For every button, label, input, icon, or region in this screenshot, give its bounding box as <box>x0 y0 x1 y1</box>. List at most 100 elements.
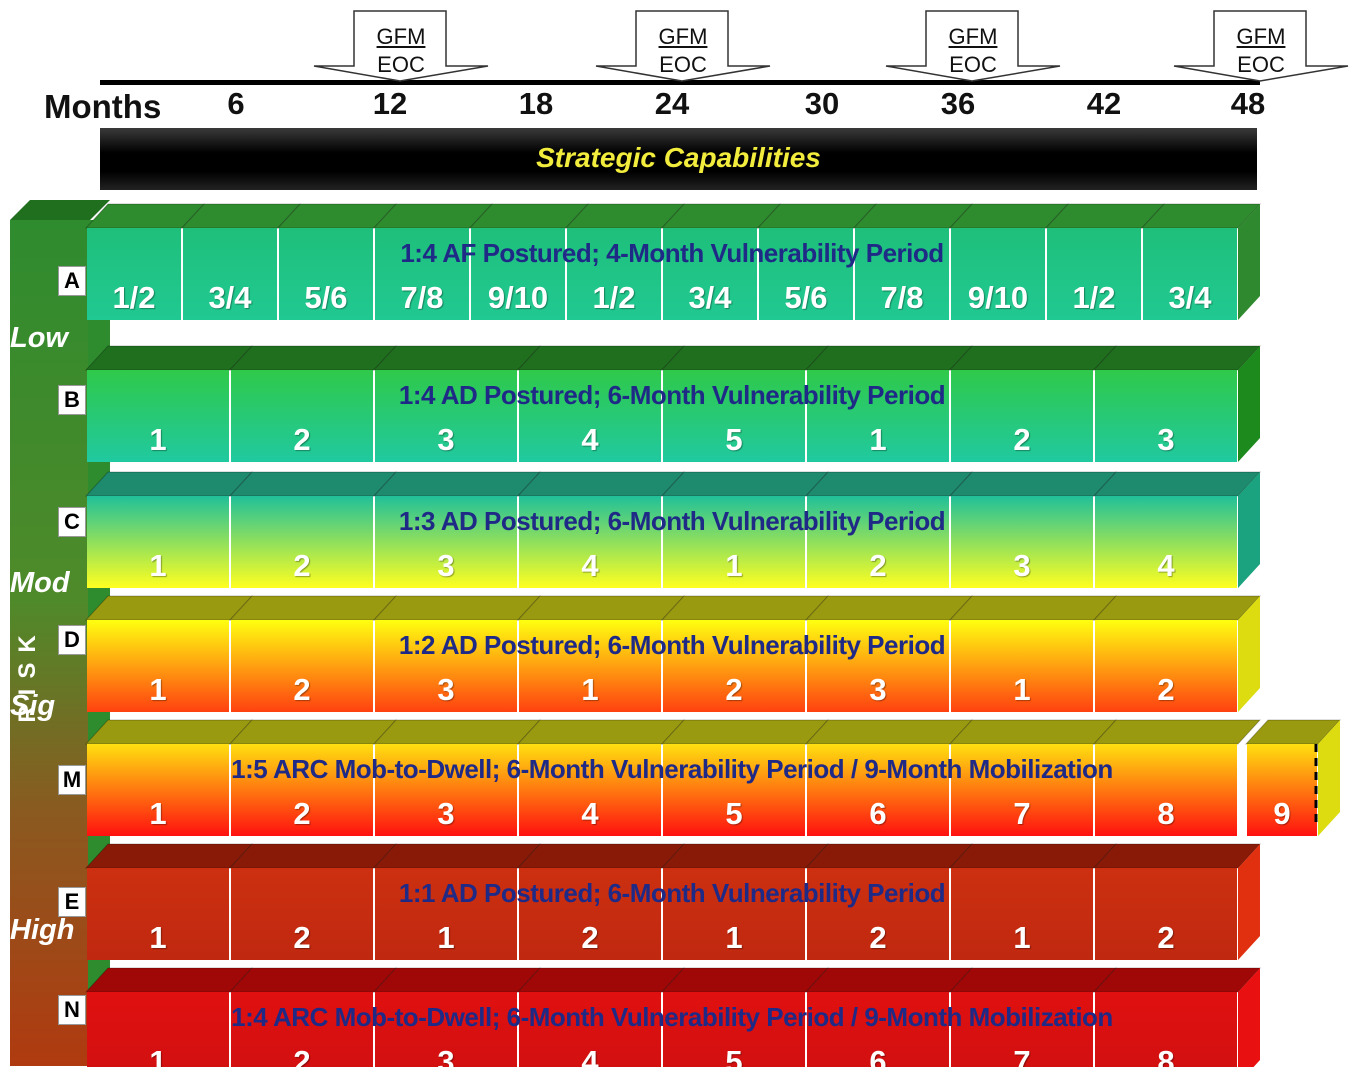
segment-label: 3 <box>1157 422 1175 457</box>
row-b <box>84 345 1262 462</box>
segment-label: 1 <box>149 422 167 457</box>
rotation-block <box>948 843 1118 960</box>
row-letter-d: D <box>58 625 86 655</box>
rotation-block <box>1140 203 1262 320</box>
segment-label: 2 <box>293 920 311 955</box>
segment-label: 2 <box>1157 920 1175 955</box>
segment-label: 1 <box>149 1044 167 1067</box>
segment-label: 1 <box>149 796 167 831</box>
strategic-capabilities-bar: Strategic Capabilities <box>100 128 1257 190</box>
rotation-block <box>804 967 974 1067</box>
segment-label: 3 <box>869 672 887 707</box>
rotation-block <box>84 345 254 462</box>
rotation-block <box>948 345 1118 462</box>
rotation-block <box>1092 719 1262 836</box>
gfm-label: GFM <box>658 24 708 49</box>
segment-label: 5/6 <box>304 280 348 315</box>
rotation-block <box>660 471 830 588</box>
rotation-block <box>228 345 398 462</box>
rotation-block <box>804 843 974 960</box>
rotation-block <box>516 843 686 960</box>
segment-label: 3 <box>437 422 455 457</box>
segment-label: 7 <box>1013 1044 1031 1067</box>
row-letter-e: E <box>58 887 86 917</box>
down-arrow-icon <box>885 10 1061 82</box>
eoc-label: EOC <box>659 52 707 77</box>
rotation-block <box>1092 595 1262 712</box>
rotation-block <box>1092 471 1262 588</box>
risk-level-sig: Sig <box>10 690 56 722</box>
gfm-label: GFM <box>376 24 426 49</box>
rotation-block <box>372 595 542 712</box>
gfm-eoc-arrow: GFM EOC <box>312 10 490 82</box>
segment-label: 2 <box>293 1044 311 1067</box>
month-tick-48: 48 <box>1230 86 1266 121</box>
rotation-block <box>1244 719 1342 836</box>
rotation-block <box>84 203 206 320</box>
row-title: 1:1 AD Postured; 6-Month Vulnerability P… <box>398 878 946 908</box>
rotation-block <box>228 471 398 588</box>
segment-label: 6 <box>869 1044 887 1067</box>
row-title: 1:4 AF Postured; 4-Month Vulnerability P… <box>400 238 944 268</box>
segment-label: 1/2 <box>112 280 156 315</box>
row-title: 1:4 AD Postured; 6-Month Vulnerability P… <box>398 380 946 410</box>
segment-label: 9/10 <box>487 280 549 315</box>
segment-label: 5 <box>725 796 743 831</box>
segment-label: 3 <box>437 796 455 831</box>
segment-label: 9 <box>1273 796 1291 831</box>
rotation-block <box>516 967 686 1067</box>
rotation-block <box>372 471 542 588</box>
eoc-label: EOC <box>377 52 425 77</box>
segment-label: 2 <box>1157 672 1175 707</box>
row-letter-n: N <box>58 995 86 1025</box>
rotation-block <box>516 471 686 588</box>
segment-label: 2 <box>869 920 887 955</box>
rotation-block <box>948 203 1070 320</box>
rotation-block <box>516 719 686 836</box>
segment-label: 1/2 <box>1072 280 1116 315</box>
month-tick-12: 12 <box>372 86 408 121</box>
rotation-block <box>372 345 542 462</box>
month-tick-6: 6 <box>227 86 245 121</box>
month-tick-36: 36 <box>940 86 976 121</box>
rotation-block <box>1092 843 1262 960</box>
row-title: 1:3 AD Postured; 6-Month Vulnerability P… <box>398 506 946 536</box>
segment-label: 7/8 <box>880 280 924 315</box>
months-label: Months <box>44 88 162 125</box>
segment-label: 1 <box>869 422 887 457</box>
rotation-block <box>372 203 494 320</box>
rotation-block <box>660 967 830 1067</box>
month-tick-30: 30 <box>804 86 840 121</box>
segment-label: 1 <box>1013 920 1031 955</box>
rotation-block <box>468 203 590 320</box>
gfm-label: GFM <box>1236 24 1286 49</box>
rotation-block <box>1044 203 1166 320</box>
row-n <box>84 967 1262 1067</box>
rotation-block <box>180 203 302 320</box>
segment-label: 4 <box>581 796 599 831</box>
rotation-block <box>516 345 686 462</box>
segment-label: 9/10 <box>967 280 1029 315</box>
segment-label: 1 <box>149 920 167 955</box>
risk-level-high: High <box>10 914 75 946</box>
row-letter-b: B <box>58 385 86 415</box>
row-c <box>84 471 1262 588</box>
rotation-block <box>228 595 398 712</box>
segment-label: 2 <box>293 548 311 583</box>
segment-label: 7/8 <box>400 280 444 315</box>
rotation-block <box>660 843 830 960</box>
segment-label: 2 <box>293 796 311 831</box>
month-tick-42: 42 <box>1086 86 1122 121</box>
rotation-block <box>804 471 974 588</box>
segment-label: 1 <box>581 672 599 707</box>
segment-label: 4 <box>1157 548 1175 583</box>
rotation-block <box>804 719 974 836</box>
row-letter-c: C <box>58 507 86 537</box>
segment-label: 3/4 <box>688 280 732 315</box>
segment-label: 2 <box>293 422 311 457</box>
rotation-block <box>948 471 1118 588</box>
risk-level-mod: Mod <box>10 567 70 599</box>
rotation-block <box>84 719 254 836</box>
